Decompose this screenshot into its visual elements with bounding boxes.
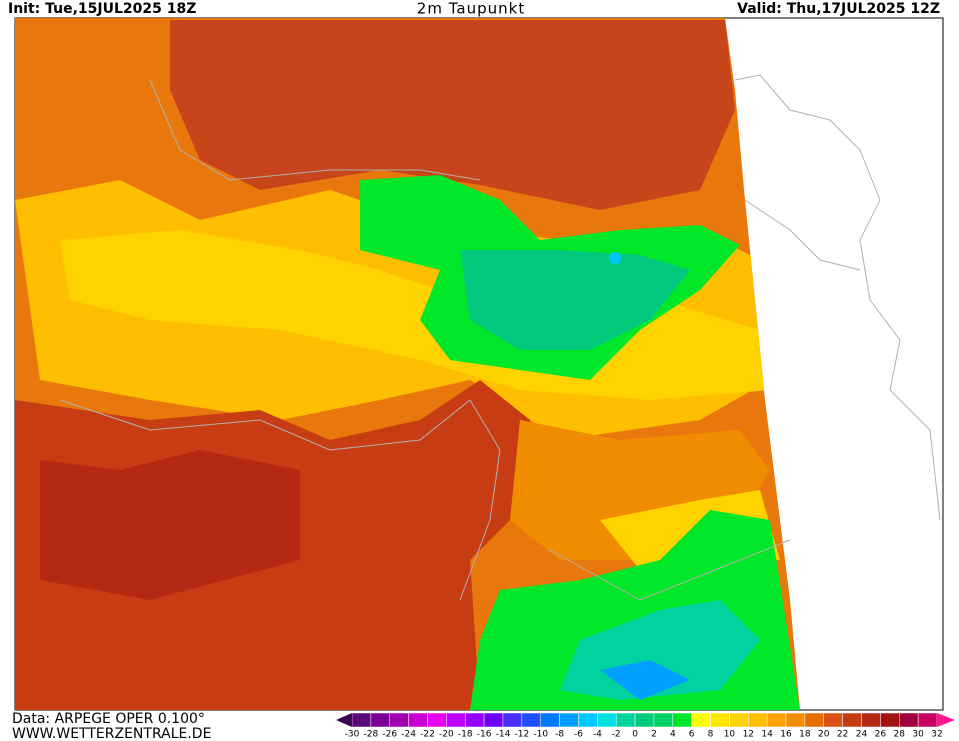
colorbar-swatch [615,712,636,728]
colorbar-swatch [634,712,655,728]
colorbar-tick-label: -28 [364,730,379,740]
init-label: Init: Tue,15JUL2025 18Z [8,1,196,17]
colorbar-tick-label: 12 [743,730,754,740]
colorbar-tick-label: 6 [689,730,695,740]
colorbar-tick-label: -20 [439,730,454,740]
colorbar-swatch [578,712,598,728]
colorbar-tick-label: 28 [894,730,906,740]
colorbar-tick-label: 10 [724,730,736,740]
colorbar-swatch [464,712,485,728]
colorbar-swatch [446,712,466,728]
colorbar-swatch [710,712,730,728]
colorbar-swatch [729,712,749,728]
colorbar-swatch [691,712,711,728]
colorbar-swatch [899,712,919,728]
colorbar-swatch [748,712,768,728]
colorbar-swatch [559,712,579,728]
colorbar-swatch [880,712,900,728]
valid-label: Valid: Thu,17JUL2025 12Z [737,1,940,17]
colorbar-tick-label: 2 [651,730,657,740]
colorbar-swatch [389,712,409,728]
colorbar-tick-label: -2 [612,730,621,740]
colorbar-under-arrow [336,713,352,727]
colorbar-tick-label: -22 [420,730,435,740]
colorbar-swatch [804,712,825,728]
colorbar-tick-label: 30 [912,730,924,740]
map-title: 2m Taupunkt [417,0,525,18]
colorbar-tick-label: -14 [496,730,511,740]
colorbar-swatch [427,712,447,728]
colorbar-swatch [842,712,862,728]
colorbar-tick-label: 24 [856,730,868,740]
colorbar-swatch [823,712,843,728]
colorbar-tick-label: -4 [593,730,602,740]
colorbar-tick-label: -8 [555,730,564,740]
colorbar-tick-label: -30 [345,730,360,740]
colorbar-swatch [672,712,692,728]
colorbar-tick-label: 32 [931,730,942,740]
colorbar-tick-label: 8 [708,730,714,740]
colorbar-tick-label: -24 [401,730,416,740]
colorbar-tick-label: 20 [818,730,830,740]
colorbar-swatch [917,712,938,728]
colorbar-tick-label: -12 [514,730,529,740]
colorbar-swatch [766,712,787,728]
colorbar-swatch [483,712,504,728]
map [14,17,944,711]
colorbar-tick-label: 18 [799,730,811,740]
colorbar-swatch [502,712,523,728]
colorbar-swatch [540,712,560,728]
site-url: WWW.WETTERZENTRALE.DE [12,726,211,741]
data-source: Data: ARPEGE OPER 0.100° [12,711,205,727]
colorbar-swatch [861,712,881,728]
colorbar-swatch [653,712,674,728]
colorbar-tick-label: -18 [458,730,473,740]
colorbar-swatch [408,712,428,728]
dewpoint-field [15,18,800,710]
colorbar-tick-label: 14 [761,730,773,740]
colorbar-tick-label: 16 [780,730,792,740]
colorbar-swatch [351,712,372,728]
colorbar-swatch [597,712,617,728]
colorbar-tick-label: -16 [477,730,492,740]
colorbar-tick-label: 26 [875,730,887,740]
colorbar-tick-label: 22 [837,730,848,740]
colorbar-over-arrow [937,713,955,727]
colorbar: -30 -28 -26 -24 -22 -20 -18 -16 -14 -12 -10 -8 -6 -4-… [336,712,955,740]
colorbar-tick-label: -26 [382,730,397,740]
colorbar-tick-label: -10 [533,730,548,740]
colorbar-swatch [370,712,390,728]
borders [59,74,941,601]
colorbar-swatch [785,712,806,728]
colorbar-tick-label: -6 [574,730,583,740]
colorbar-tick-label: 4 [670,730,676,740]
colorbar-swatch [521,712,541,728]
colorbar-tick-label: 0 [632,730,638,740]
